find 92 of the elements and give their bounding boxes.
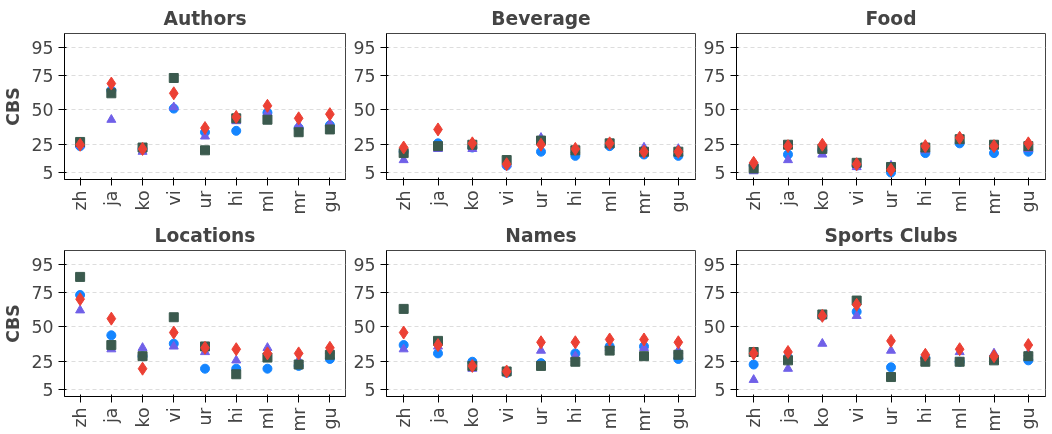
x-tick-label: vi — [496, 407, 517, 423]
x-tick-label: ja — [428, 190, 448, 207]
x-tick-label: mr — [634, 406, 654, 432]
y-tick-label: 50 — [703, 317, 726, 338]
x-tick-label: ko — [812, 190, 833, 211]
x-tick-label: ml — [599, 407, 620, 430]
y-tick-label: 50 — [353, 100, 376, 121]
chart-title: Beverage — [491, 7, 591, 29]
y-tick-label: 5 — [364, 380, 376, 401]
x-tick-label: ko — [132, 190, 153, 211]
x-tick-label: hi — [565, 407, 586, 424]
y-tick-label: 5 — [714, 163, 726, 184]
y-tick-label: 50 — [31, 317, 54, 338]
chart-title: Authors — [163, 7, 247, 29]
x-tick-label: mr — [984, 189, 1004, 215]
x-tick-label: vi — [496, 190, 517, 206]
x-tick-label: zh — [743, 407, 764, 428]
x-tick-label: zh — [743, 190, 764, 211]
x-tick-label: mr — [634, 189, 654, 215]
x-tick-label: zh — [393, 190, 414, 211]
x-tick-label: ml — [949, 190, 970, 213]
y-axis-title: CBS — [3, 304, 24, 343]
x-tick-label: ml — [257, 407, 278, 430]
x-tick-label: ko — [132, 407, 153, 428]
chart-title: Locations — [154, 224, 256, 246]
x-tick-label: hi — [565, 190, 586, 207]
y-tick-label: 50 — [703, 100, 726, 121]
x-tick-label: hi — [915, 407, 936, 424]
x-tick-label: ur — [881, 189, 901, 209]
x-tick-label: hi — [226, 407, 247, 424]
chart-title: Names — [505, 224, 577, 246]
y-tick-label: 95 — [703, 37, 726, 58]
x-tick-label: ko — [812, 407, 833, 428]
x-tick-label: ur — [195, 406, 215, 426]
x-tick-label: ml — [949, 407, 970, 430]
y-tick-label: 25 — [703, 135, 726, 156]
x-tick-label: zh — [70, 190, 91, 211]
y-tick-label: 25 — [703, 352, 726, 373]
x-tick-label: hi — [226, 190, 247, 207]
chart-title: Sports Clubs — [824, 224, 958, 246]
x-tick-label: zh — [393, 407, 414, 428]
x-tick-label: ur — [531, 406, 551, 426]
y-tick-label: 50 — [353, 317, 376, 338]
y-tick-label: 75 — [703, 282, 726, 303]
y-tick-label: 95 — [703, 254, 726, 275]
x-tick-label: gu — [668, 190, 689, 213]
x-tick-label: ja — [101, 407, 122, 424]
x-tick-label: ur — [195, 189, 215, 209]
y-tick-label: 50 — [31, 100, 54, 121]
x-tick-label: ja — [428, 407, 448, 424]
y-tick-label: 5 — [714, 380, 726, 401]
y-tick-label: 75 — [703, 65, 726, 86]
x-tick-label: mr — [984, 406, 1004, 432]
y-tick-label: 25 — [31, 352, 54, 373]
x-tick-label: gu — [319, 407, 340, 430]
x-tick-label: ja — [778, 190, 798, 207]
x-tick-label: ja — [101, 190, 122, 207]
y-tick-label: 75 — [353, 65, 376, 86]
x-tick-label: gu — [668, 407, 689, 430]
y-tick-label: 5 — [42, 380, 54, 401]
x-tick-label: gu — [1018, 407, 1039, 430]
y-tick-label: 75 — [31, 282, 54, 303]
x-tick-label: ml — [257, 190, 278, 213]
y-tick-label: 5 — [42, 163, 54, 184]
x-tick-label: ja — [778, 407, 798, 424]
y-tick-label: 25 — [353, 135, 376, 156]
y-axis-title: CBS — [3, 87, 24, 126]
x-tick-label: ml — [599, 190, 620, 213]
y-tick-label: 95 — [353, 254, 376, 275]
x-tick-label: ur — [881, 406, 901, 426]
x-tick-label: gu — [1018, 190, 1039, 213]
x-tick-label: vi — [846, 190, 867, 206]
x-tick-label: vi — [846, 407, 867, 423]
x-tick-label: gu — [319, 190, 340, 213]
x-tick-label: vi — [163, 407, 184, 423]
y-tick-label: 25 — [31, 135, 54, 156]
y-tick-label: 25 — [353, 352, 376, 373]
y-tick-label: 95 — [353, 37, 376, 58]
x-tick-label: ur — [531, 189, 551, 209]
x-tick-label: ko — [462, 407, 483, 428]
y-tick-label: 75 — [353, 282, 376, 303]
x-tick-label: ko — [462, 190, 483, 211]
x-tick-label: mr — [288, 406, 309, 432]
x-tick-label: mr — [288, 189, 309, 215]
x-tick-label: zh — [70, 407, 91, 428]
y-tick-label: 95 — [31, 254, 54, 275]
y-tick-label: 75 — [31, 65, 54, 86]
y-tick-label: 95 — [31, 37, 54, 58]
x-tick-label: vi — [163, 190, 184, 206]
y-tick-label: 5 — [364, 163, 376, 184]
x-tick-label: hi — [915, 190, 936, 207]
chart-title: Food — [865, 7, 917, 29]
